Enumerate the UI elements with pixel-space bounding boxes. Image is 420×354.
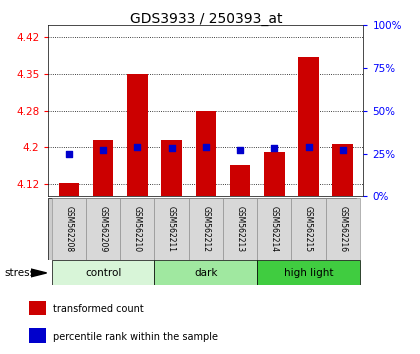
Bar [29, 301, 46, 315]
Text: high light: high light [284, 268, 333, 278]
Bar [155, 260, 257, 285]
Bar [257, 198, 291, 260]
Bar [230, 165, 250, 196]
Text: GSM562210: GSM562210 [133, 206, 142, 252]
Bar [326, 198, 360, 260]
Bar [93, 140, 113, 196]
Text: GSM562213: GSM562213 [236, 206, 244, 252]
Bar [291, 198, 326, 260]
Point [100, 147, 106, 153]
Text: GSM562209: GSM562209 [99, 206, 108, 252]
Bar [127, 74, 147, 196]
Text: GSM562215: GSM562215 [304, 206, 313, 252]
Text: GSM562211: GSM562211 [167, 206, 176, 252]
Bar [52, 198, 86, 260]
Text: GDS3933 / 250393_at: GDS3933 / 250393_at [129, 12, 282, 27]
Text: GSM562214: GSM562214 [270, 206, 279, 252]
Bar [86, 198, 120, 260]
Bar [189, 198, 223, 260]
Bar [155, 198, 189, 260]
Point [237, 147, 244, 153]
Point [202, 144, 209, 149]
Bar [298, 57, 319, 196]
Bar [257, 260, 360, 285]
Bar [58, 183, 79, 196]
Point [66, 151, 72, 156]
Text: percentile rank within the sample: percentile rank within the sample [53, 332, 218, 342]
Point [168, 145, 175, 151]
Bar [196, 110, 216, 196]
Bar [161, 140, 182, 196]
Text: dark: dark [194, 268, 218, 278]
Text: GSM562216: GSM562216 [338, 206, 347, 252]
Text: GSM562208: GSM562208 [64, 206, 74, 252]
Point [305, 144, 312, 149]
Bar [264, 152, 285, 196]
Bar [223, 198, 257, 260]
Text: control: control [85, 268, 121, 278]
Bar [120, 198, 155, 260]
Point [271, 145, 278, 151]
Bar [333, 144, 353, 196]
Point [134, 144, 141, 149]
Point [339, 147, 346, 153]
Bar [29, 328, 46, 343]
Text: GSM562212: GSM562212 [201, 206, 210, 252]
Bar [52, 260, 155, 285]
Text: transformed count: transformed count [53, 304, 144, 314]
Polygon shape [31, 269, 47, 277]
Text: stress: stress [4, 268, 35, 278]
